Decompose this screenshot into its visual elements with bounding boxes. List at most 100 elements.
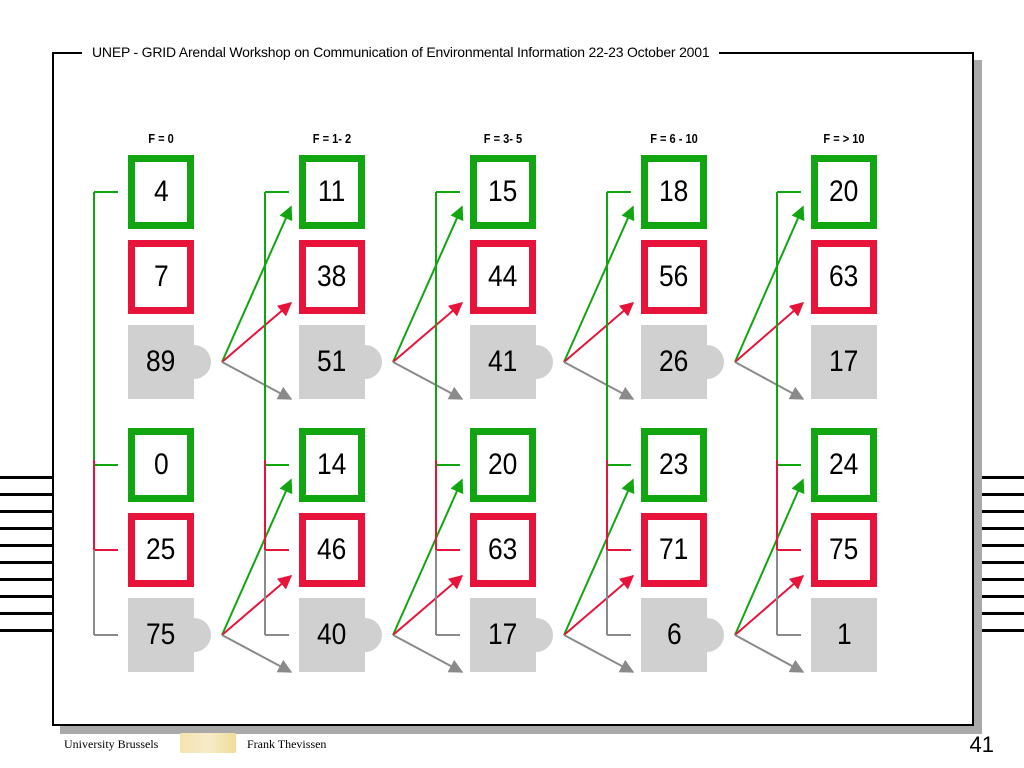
- column-header: F = 6 - 10: [650, 131, 698, 146]
- flow-arrow-red: [563, 574, 635, 636]
- bottom-green-box: 0: [128, 428, 194, 502]
- grey-box-knob: [519, 345, 553, 379]
- box-value: 4: [153, 175, 169, 208]
- top-green-box: 18: [641, 155, 707, 229]
- column-header: F = > 10: [823, 131, 865, 146]
- box-value: 26: [659, 345, 689, 378]
- flow-arrow-grey: [563, 634, 635, 673]
- box-value: 7: [153, 260, 169, 293]
- box-value: 17: [488, 618, 518, 651]
- university-logo: [180, 733, 236, 753]
- box-value: 63: [829, 260, 859, 293]
- right-stripes-decoration: [972, 476, 1024, 656]
- box-value: 71: [659, 533, 689, 566]
- flow-arrow-green: [563, 205, 635, 363]
- grey-box-knob: [177, 618, 211, 652]
- box-value: 25: [146, 533, 176, 566]
- grey-box-knob: [177, 345, 211, 379]
- top-red-box: 44: [470, 240, 536, 314]
- flow-arrow-red: [221, 301, 293, 363]
- bottom-grey-box: 6: [641, 598, 707, 672]
- bottom-red-box: 25: [128, 513, 194, 587]
- top-green-box: 11: [299, 155, 365, 229]
- box-value: 44: [488, 260, 518, 293]
- flow-arrow-red: [563, 301, 635, 363]
- flow-arrow-red: [392, 301, 464, 363]
- slide-title: UNEP - GRID Arendal Workshop on Communic…: [82, 44, 720, 60]
- box-value: 1: [836, 618, 852, 651]
- grey-box-knob: [690, 345, 724, 379]
- box-value: 15: [488, 175, 518, 208]
- flow-arrow-green: [392, 478, 464, 636]
- flow-arrow-grey: [221, 361, 293, 400]
- box-value: 40: [317, 618, 347, 651]
- flow-arrow-green: [734, 478, 805, 636]
- bottom-red-box: 46: [299, 513, 365, 587]
- box-value: 6: [666, 618, 682, 651]
- footer-author: Frank Thevissen: [247, 737, 327, 751]
- box-value: 24: [829, 448, 859, 481]
- top-grey-box: 17: [811, 325, 877, 399]
- flow-arrow-grey: [734, 634, 805, 673]
- flow-arrow-green: [734, 205, 805, 363]
- box-value: 17: [829, 345, 859, 378]
- page-number: 41: [969, 732, 994, 757]
- box-value: 75: [146, 618, 176, 651]
- box-value: 14: [317, 448, 347, 481]
- flow-arrow-grey: [734, 361, 805, 400]
- top-green-box: 20: [811, 155, 877, 229]
- box-value: 11: [318, 175, 346, 208]
- flow-arrow-green: [221, 478, 293, 636]
- column-header: F = 3- 5: [483, 131, 523, 146]
- top-green-box: 4: [128, 155, 194, 229]
- bottom-red-box: 63: [470, 513, 536, 587]
- footer-institution: University Brussels: [64, 737, 159, 751]
- top-red-box: 38: [299, 240, 365, 314]
- flow-arrow-grey: [392, 361, 464, 400]
- flow-arrow-grey: [392, 634, 464, 673]
- flow-arrow-red: [392, 574, 464, 636]
- flow-arrow-grey: [221, 634, 293, 673]
- flow-arrow-green: [563, 478, 635, 636]
- top-green-box: 15: [470, 155, 536, 229]
- box-value: 51: [317, 345, 347, 378]
- bottom-green-box: 14: [299, 428, 365, 502]
- flow-arrow-green: [392, 205, 464, 363]
- bottom-grey-box: 75: [128, 598, 194, 672]
- box-value: 18: [659, 175, 689, 208]
- column-header: F = 1- 2: [312, 131, 352, 146]
- flow-arrow-green: [221, 205, 293, 363]
- bottom-red-box: 71: [641, 513, 707, 587]
- bottom-green-box: 24: [811, 428, 877, 502]
- grey-box-knob: [348, 618, 382, 652]
- box-value: 63: [488, 533, 518, 566]
- box-value: 56: [659, 260, 689, 293]
- grey-box-knob: [348, 345, 382, 379]
- box-value: 46: [317, 533, 347, 566]
- grey-box-knob: [690, 618, 724, 652]
- bottom-grey-box: 1: [811, 598, 877, 672]
- top-red-box: 56: [641, 240, 707, 314]
- flow-arrow-red: [734, 574, 805, 636]
- top-grey-box: 26: [641, 325, 707, 399]
- box-value: 20: [829, 175, 859, 208]
- box-value: 41: [488, 345, 518, 378]
- box-value: 0: [153, 448, 169, 481]
- box-value: 89: [146, 345, 176, 378]
- top-red-box: 63: [811, 240, 877, 314]
- bottom-green-box: 23: [641, 428, 707, 502]
- flow-arrow-red: [734, 301, 805, 363]
- left-stripes-decoration: [0, 476, 52, 656]
- flow-arrow-red: [221, 574, 293, 636]
- top-red-box: 7: [128, 240, 194, 314]
- box-value: 75: [829, 533, 859, 566]
- column-header: F = 0: [148, 131, 174, 146]
- grey-box-knob: [519, 618, 553, 652]
- box-value: 20: [488, 448, 518, 481]
- bottom-green-box: 20: [470, 428, 536, 502]
- flow-arrow-grey: [563, 361, 635, 400]
- box-value: 23: [659, 448, 689, 481]
- bottom-red-box: 75: [811, 513, 877, 587]
- box-value: 38: [317, 260, 347, 293]
